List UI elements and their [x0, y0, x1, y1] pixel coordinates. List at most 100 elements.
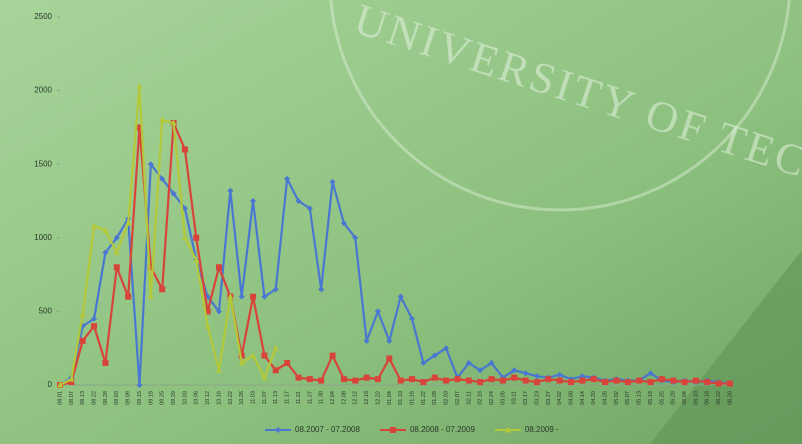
x-tick-label: 05.29 — [671, 391, 677, 405]
marker — [454, 376, 460, 382]
marker — [341, 376, 347, 382]
marker — [307, 376, 313, 382]
marker — [500, 378, 506, 384]
x-tick-label: 02.03 — [444, 391, 450, 405]
legend-label: 08.2008 - 07.2009 — [410, 425, 475, 434]
legend-label: 08.2007 - 07.2008 — [295, 425, 360, 434]
x-tick-label: 03.23 — [534, 391, 540, 405]
x-tick-label: 03.05 — [500, 391, 506, 405]
marker — [250, 294, 256, 300]
marker — [125, 294, 131, 300]
marker — [659, 376, 665, 382]
x-tick-label: 08.13 — [80, 391, 86, 405]
x-tick-label: 06.16 — [705, 391, 711, 405]
marker — [398, 378, 404, 384]
marker — [409, 376, 415, 382]
x-tick-label: 05.13 — [637, 391, 643, 405]
x-tick-label: 04.14 — [580, 391, 586, 405]
x-tick-label: 04.08 — [568, 391, 574, 405]
marker — [375, 376, 381, 382]
x-tick-label: 11.07 — [262, 391, 268, 404]
marker — [716, 381, 722, 387]
x-tick-label: 11.27 — [307, 391, 313, 404]
x-tick-label: 11.13 — [273, 391, 279, 404]
x-tick-label: 09.29 — [171, 391, 177, 405]
x-tick-label: 11.17 — [285, 391, 291, 404]
x-tick-label: 05.02 — [614, 391, 620, 405]
marker — [159, 286, 165, 292]
marker — [545, 376, 551, 382]
marker — [636, 378, 642, 384]
x-tick-label: 04.20 — [591, 391, 597, 405]
marker — [579, 378, 585, 384]
x-tick-label: 10.26 — [239, 391, 245, 405]
marker — [591, 376, 597, 382]
marker — [216, 264, 222, 270]
y-tick-label: 0 — [48, 380, 53, 389]
x-tick-label: 11.03 — [251, 391, 257, 404]
x-tick-label: 01.22 — [421, 391, 427, 405]
marker — [557, 378, 563, 384]
marker — [443, 378, 449, 384]
marker — [682, 379, 688, 385]
x-tick-label: 09.09 — [126, 391, 132, 405]
marker — [295, 375, 301, 381]
y-tick-label: 1000 — [34, 233, 52, 242]
x-tick-label: 04.02 — [557, 391, 563, 405]
x-tick-label: 09.03 — [114, 391, 120, 405]
legend-label: 08.2009 - — [525, 425, 559, 434]
x-tick-label: 10.12 — [205, 391, 211, 405]
marker — [625, 379, 631, 385]
x-tick-label: 02.11 — [466, 391, 472, 404]
x-tick-label: 01.16 — [409, 391, 415, 405]
marker — [284, 360, 290, 366]
marker — [330, 353, 336, 359]
marker — [91, 323, 97, 329]
marker — [318, 378, 324, 384]
x-tick-label: 10.16 — [216, 391, 222, 405]
x-tick-label: 09.15 — [137, 391, 143, 405]
marker — [261, 353, 267, 359]
marker — [489, 376, 495, 382]
marker — [727, 381, 733, 387]
x-tick-label: 08.01 — [57, 391, 63, 405]
y-tick-label: 2000 — [34, 86, 52, 95]
x-tick-label: 12.16 — [364, 391, 370, 405]
marker — [670, 378, 676, 384]
marker — [80, 338, 86, 344]
marker — [390, 427, 396, 433]
marker — [704, 379, 710, 385]
background — [0, 0, 802, 444]
x-tick-label: 12.22 — [375, 391, 381, 405]
x-tick-label: 05.19 — [648, 391, 654, 405]
x-tick-label: 12.04 — [330, 391, 336, 405]
x-tick-label: 03.17 — [523, 391, 529, 405]
x-tick-label: 05.07 — [625, 391, 631, 405]
marker — [114, 264, 120, 270]
x-tick-label: 08.28 — [103, 391, 109, 405]
y-tick-label: 500 — [39, 307, 53, 316]
marker — [352, 378, 358, 384]
x-tick-label: 10.22 — [228, 391, 234, 405]
x-tick-label: 02.18 — [478, 391, 484, 405]
marker — [534, 379, 540, 385]
marker — [273, 367, 279, 373]
x-tick-label: 06.10 — [693, 391, 699, 405]
y-tick-label: 1500 — [34, 159, 52, 168]
marker — [693, 378, 699, 384]
x-tick-label: 01.04 — [387, 391, 393, 405]
x-tick-label: 08.07 — [69, 391, 75, 405]
x-tick-label: 06.28 — [727, 391, 733, 405]
x-tick-label: 12.12 — [353, 391, 359, 405]
x-tick-label: 09.25 — [160, 391, 166, 405]
marker — [386, 356, 392, 362]
y-tick-label: 2500 — [34, 12, 52, 21]
marker — [432, 375, 438, 381]
marker — [511, 375, 517, 381]
x-tick-label: 11.30 — [319, 391, 325, 404]
marker — [568, 379, 574, 385]
x-tick-label: 08.22 — [92, 391, 98, 405]
marker — [477, 379, 483, 385]
marker — [466, 378, 472, 384]
page: {"chart_data": {"type": "line", "waterma… — [0, 0, 802, 444]
